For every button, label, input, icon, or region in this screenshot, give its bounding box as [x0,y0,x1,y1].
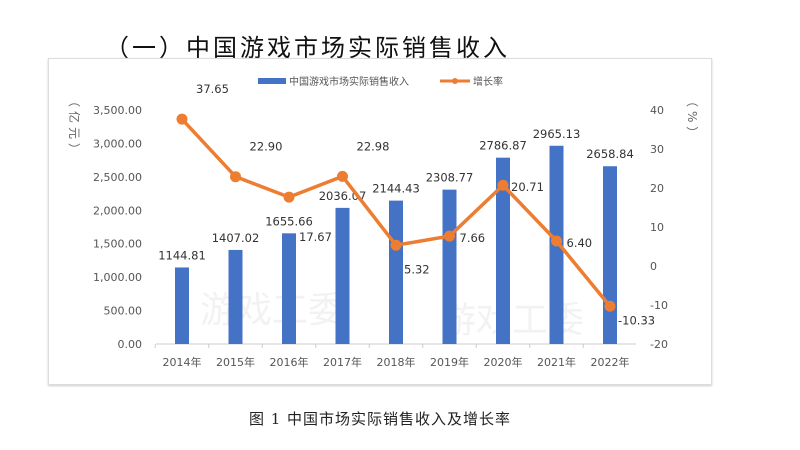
bar-data-label: 2658.84 [586,147,634,161]
section-heading: （一）中国游戏市场实际销售收入 [105,34,510,62]
y-tick-right: 40 [650,104,664,117]
y-tick-left: 3,000.00 [93,137,142,150]
x-tick-label: 2015年 [216,355,255,369]
bar [282,233,296,344]
line-point [176,113,188,125]
y-tick-left: 2,500.00 [93,171,142,184]
legend-label-bar: 中国游戏市场实际销售收入 [289,75,409,88]
line-data-label: 37.65 [196,82,229,96]
y-tick-right: 0 [650,260,657,273]
bar-data-label: 2786.87 [479,139,527,153]
bar-data-label: 1655.66 [265,214,313,228]
line-data-label: 20.71 [511,180,544,194]
bar-data-label: 1407.02 [212,231,260,245]
line-point [230,171,241,183]
x-tick-label: 2018年 [377,355,416,369]
x-tick-label: 2016年 [270,355,309,369]
y-tick-right: -20 [650,338,668,351]
y-tick-left: 3,500.00 [93,104,142,117]
line-point [444,230,455,242]
line-point [604,300,616,312]
line-point [551,235,562,247]
y-tick-right: 10 [650,221,664,234]
legend-marker-line [452,78,458,84]
bar-data-label: 1144.81 [158,248,206,262]
y-tick-right: 20 [650,182,664,195]
line-data-label: 7.66 [460,231,486,245]
figure-caption: 图 1 中国市场实际销售收入及增长率 [248,410,512,428]
x-tick-label: 2019年 [430,355,469,369]
bar [335,207,350,344]
y-tick-left: 2,000.00 [93,204,142,217]
bar [442,189,457,344]
bar [603,166,617,344]
y-tick-left: 1,000.00 [93,271,142,284]
bar [389,200,403,344]
line-data-label: 22.98 [357,139,390,153]
y-axis-left-title: （亿元） [67,95,82,159]
x-tick-label: 2020年 [484,355,523,369]
line-data-label: -10.33 [618,313,655,327]
line-point [497,179,509,191]
y-tick-left: 1,500.00 [93,238,142,251]
y-axis-right-title: （%） [685,95,699,142]
line-data-label: 22.90 [250,140,283,154]
legend-swatch-bar [258,78,286,84]
line-point [283,191,295,203]
y-tick-right: -10 [650,299,668,312]
x-tick-label: 2022年 [591,355,630,369]
y-tick-left: 0.00 [118,338,143,351]
bar-data-label: 2965.13 [533,127,581,141]
y-tick-left: 500.00 [104,305,143,318]
watermark: 游戏工委 [200,290,344,331]
bar-data-label: 2308.77 [426,171,474,185]
line-point [337,170,348,182]
chart-frame [48,58,712,385]
y-tick-right: 30 [650,143,664,156]
line-point [390,239,402,251]
bar-data-label: 2144.43 [372,182,420,196]
x-tick-label: 2017年 [323,355,362,369]
x-tick-label: 2021年 [537,355,576,369]
line-data-label: 5.32 [404,262,430,276]
x-tick-label: 2014年 [163,355,202,369]
line-data-label: 6.40 [567,236,593,250]
bar [228,249,243,344]
line-data-label: 17.67 [299,230,332,244]
legend-label-line: 增长率 [473,75,503,88]
bar [496,157,510,344]
bar [175,267,189,344]
